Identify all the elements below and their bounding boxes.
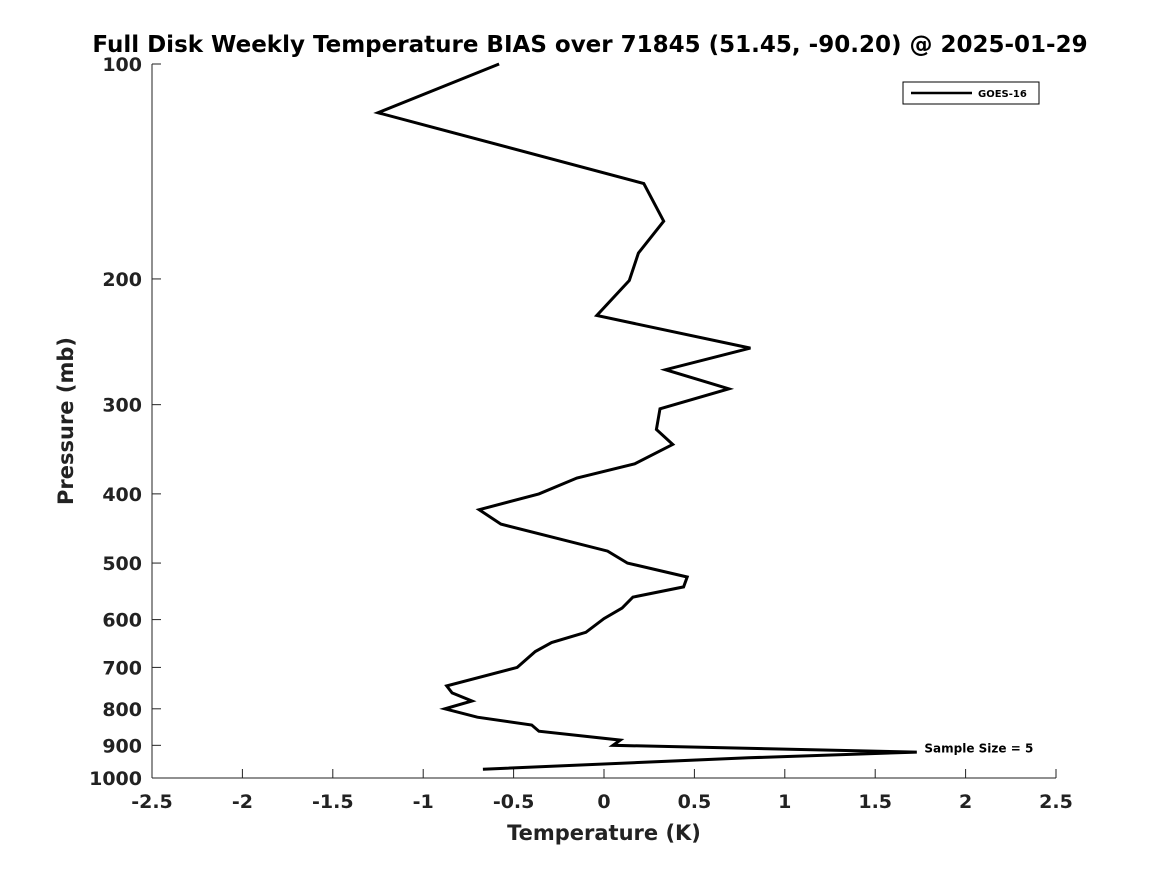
x-tick-label: 0.5 bbox=[678, 791, 712, 813]
plot-area bbox=[152, 64, 1056, 778]
x-tick-label: 1 bbox=[778, 791, 791, 813]
x-tick-label: 2 bbox=[959, 791, 972, 813]
x-tick-label: -2 bbox=[232, 791, 253, 813]
series-layer bbox=[373, 62, 917, 771]
x-tick-label: 0 bbox=[597, 791, 610, 813]
y-tick-label: 800 bbox=[102, 699, 142, 721]
y-tick-label: 500 bbox=[102, 553, 142, 575]
x-tick-label: -0.5 bbox=[493, 791, 535, 813]
x-tick-label: 2.5 bbox=[1039, 791, 1073, 813]
y-tick-label: 700 bbox=[102, 657, 142, 679]
y-axis-ticks: 100 200 300 400 500 600 700 800 900 1000 bbox=[89, 54, 161, 790]
legend-label: GOES-16 bbox=[978, 89, 1027, 100]
x-tick-label: 1.5 bbox=[858, 791, 892, 813]
sample-size-annotation: Sample Size = 5 bbox=[924, 742, 1033, 756]
x-axis-ticks: -2.5 -2 -1.5 -1 -0.5 0 0.5 1 1.5 2 2.5 bbox=[131, 769, 1073, 813]
x-axis-label: Temperature (K) bbox=[507, 821, 701, 845]
y-tick-label: 300 bbox=[102, 395, 142, 417]
x-tick-label: -2.5 bbox=[131, 791, 173, 813]
y-tick-label: 600 bbox=[102, 610, 142, 632]
y-tick-label: 900 bbox=[102, 735, 142, 757]
y-tick-label: 1000 bbox=[89, 768, 142, 790]
y-tick-label: 200 bbox=[102, 269, 142, 291]
legend: GOES-16 bbox=[902, 81, 1040, 105]
series-line-goes-16 bbox=[373, 62, 917, 771]
y-tick-label: 100 bbox=[102, 54, 142, 76]
x-tick-label: -1 bbox=[413, 791, 434, 813]
chart-title: Full Disk Weekly Temperature BIAS over 7… bbox=[92, 32, 1087, 58]
x-tick-label: -1.5 bbox=[312, 791, 354, 813]
y-tick-label: 400 bbox=[102, 484, 142, 506]
y-axis-label: Pressure (mb) bbox=[54, 337, 78, 505]
